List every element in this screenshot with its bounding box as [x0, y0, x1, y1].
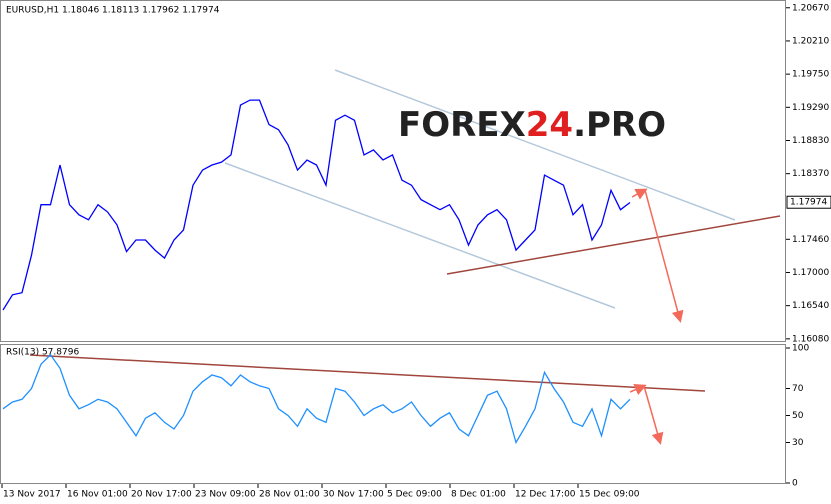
x-tick-label: 5 Dec 09:00	[387, 490, 442, 500]
y-tick-label: 1.19290	[792, 103, 829, 113]
x-tick-label: 28 Nov 01:00	[259, 490, 320, 500]
y-tick-label: 1.16540	[792, 301, 829, 311]
price-header: EURUSD,H1 1.18046 1.18113 1.17962 1.1797…	[6, 6, 220, 16]
y-tick-label: 50	[792, 411, 804, 421]
forecast-arrow	[644, 189, 684, 323]
watermark-accent: 24	[526, 105, 573, 145]
price-panel	[0, 0, 786, 342]
watermark-main: FOREX	[398, 105, 526, 145]
channel-lower	[224, 162, 616, 309]
support-line	[446, 215, 781, 275]
y-tick-label: 1.20210	[792, 36, 829, 46]
rsi-trendline	[29, 354, 706, 392]
y-tick-label: 1.19750	[792, 70, 829, 80]
x-tick-label: 15 Dec 09:00	[579, 490, 640, 500]
y-tick-label: 1.17460	[792, 235, 829, 245]
last-price-box	[786, 195, 831, 209]
x-tick-label: 12 Dec 17:00	[515, 490, 576, 500]
y-tick-label: 70	[792, 384, 804, 394]
rsi-panel	[0, 344, 786, 484]
watermark: FOREX24.PRO	[398, 105, 666, 145]
x-tick-label: 23 Nov 09:00	[195, 490, 256, 500]
rsi-header: RSI(13) 57.8796	[6, 348, 79, 358]
y-tick-label: 1.20670	[792, 3, 829, 13]
y-tick-label: 100	[792, 344, 809, 354]
x-tick-label: 16 Nov 01:00	[67, 490, 128, 500]
x-tick-label: 20 Nov 17:00	[131, 490, 192, 500]
forecast-arrow	[631, 188, 648, 200]
forecast-arrow	[643, 385, 664, 445]
x-tick-label: 30 Nov 17:00	[323, 490, 384, 500]
y-tick-label: 1.18370	[792, 169, 829, 179]
forecast-arrow	[629, 384, 647, 396]
y-tick-label: 1.16080	[792, 334, 829, 344]
y-tick-label: 1.17000	[792, 268, 829, 278]
x-tick-label: 8 Dec 01:00	[451, 490, 506, 500]
data-line	[2, 353, 631, 445]
x-tick-label: 13 Nov 2017	[3, 490, 61, 500]
watermark-suffix: .PRO	[573, 105, 666, 145]
y-tick-label: 1.18830	[792, 136, 829, 146]
data-line	[2, 99, 631, 311]
y-tick-label: 0	[792, 479, 798, 489]
last-price-label: 1.17974	[790, 198, 827, 208]
y-tick-label: 30	[792, 438, 804, 448]
channel-upper	[334, 69, 736, 221]
